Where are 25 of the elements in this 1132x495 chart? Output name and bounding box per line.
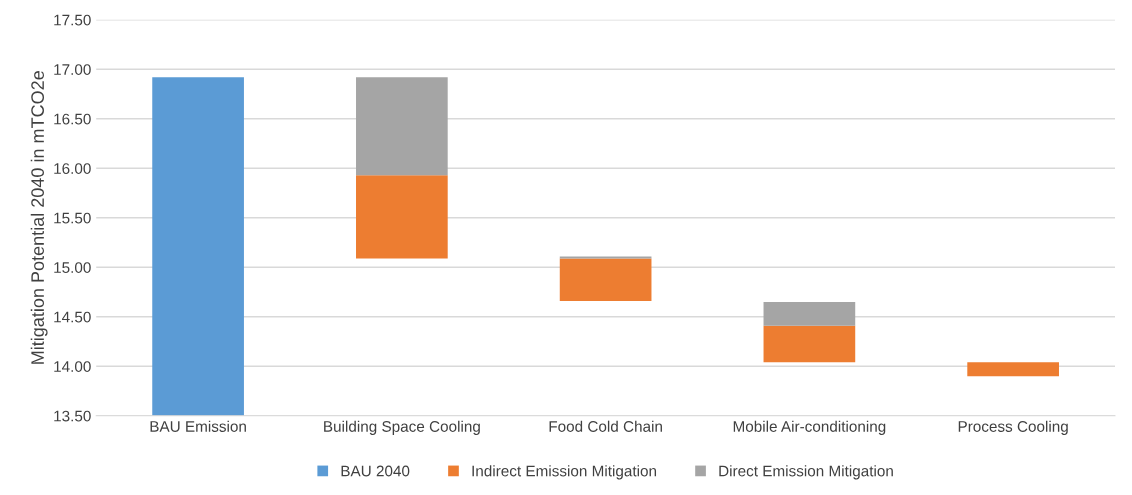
legend-label: Indirect Emission Mitigation [472, 465, 657, 480]
x-tick-label: BAU Emission [150, 420, 246, 432]
legend-label: Direct Emission Mitigation [719, 465, 893, 480]
bar [763, 301, 856, 326]
x-tick-label: Food Cold Chain [549, 420, 662, 432]
y-tick-label: 17.00 [54, 64, 91, 75]
y-tick-label: 14.50 [54, 311, 91, 323]
y-tick-label: 13.50 [54, 410, 91, 422]
x-tick-label: Mobile Air-conditioning [733, 420, 886, 435]
y-tick-label: 17.50 [54, 14, 91, 26]
x-tick-label: Building Space Cooling [324, 420, 480, 435]
y-tick-label: 15.00 [54, 262, 91, 273]
y-tick-label: 14.00 [54, 361, 91, 372]
y-tick-label: 15.50 [54, 212, 91, 224]
bar [559, 258, 652, 301]
bar [356, 77, 448, 176]
bar [967, 362, 1059, 377]
y-tick-label: 16.00 [54, 163, 91, 174]
y-tick-label: 16.50 [54, 113, 91, 125]
y-axis-title: Mitigation Potential 2040 in mTCO2e [30, 71, 48, 364]
legend-label: BAU 2040 [341, 465, 410, 477]
x-tick-label: Process Cooling [958, 420, 1068, 435]
bar [763, 325, 856, 363]
bar [356, 175, 448, 259]
bar [152, 77, 244, 416]
